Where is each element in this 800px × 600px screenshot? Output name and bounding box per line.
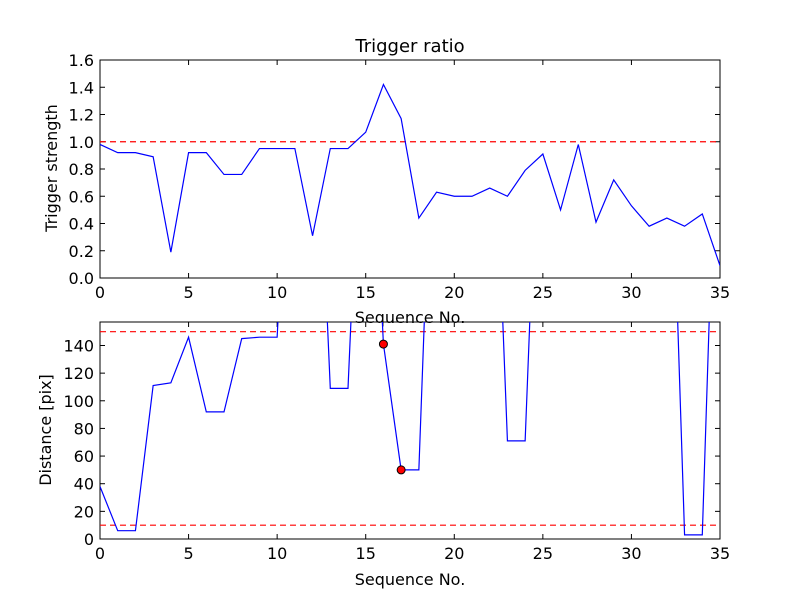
y-tick-label: 140 xyxy=(63,336,94,355)
x-tick-label: 5 xyxy=(183,544,193,563)
y-tick-label: 60 xyxy=(74,447,94,466)
x-tick-label: 30 xyxy=(621,283,641,302)
y-axis-label: Trigger strength xyxy=(42,104,61,233)
y-tick-label: 0.6 xyxy=(69,187,94,206)
y-tick-label: 80 xyxy=(74,419,94,438)
x-tick-label: 5 xyxy=(183,283,193,302)
data-group xyxy=(100,83,720,266)
y-tick-label: 1.2 xyxy=(69,106,94,125)
x-tick-label: 20 xyxy=(444,283,464,302)
y-tick-label: 1.6 xyxy=(69,51,94,70)
series-line xyxy=(100,322,710,536)
plot-area xyxy=(100,322,720,536)
chart-title: Trigger ratio xyxy=(354,36,464,57)
x-tick-label: 10 xyxy=(267,283,287,302)
x-tick-label: 20 xyxy=(444,544,464,563)
x-tick-label: 0 xyxy=(95,544,105,563)
x-axis-label: Sequence No. xyxy=(355,308,466,327)
data-marker xyxy=(378,339,388,349)
y-tick-label: 1.0 xyxy=(69,133,94,152)
y-tick-label: 0 xyxy=(84,530,94,549)
y-tick-label: 0.2 xyxy=(69,242,94,261)
plot-area xyxy=(100,83,720,266)
x-axis-label: Sequence No. xyxy=(355,570,466,589)
y-tick-label: 40 xyxy=(74,475,94,494)
plot-frame xyxy=(99,321,721,540)
x-tick-label: 25 xyxy=(533,283,553,302)
x-tick-label: 35 xyxy=(710,544,730,563)
x-tick-label: 0 xyxy=(95,283,105,302)
data-marker xyxy=(396,465,406,475)
y-tick-label: 0.8 xyxy=(69,160,94,179)
trigger-ratio-plot: Trigger ratio Trigger strength Sequence … xyxy=(42,36,730,327)
x-tick-label: 15 xyxy=(356,283,376,302)
y-axis-label: Distance [pix] xyxy=(36,374,55,486)
x-tick-label: 15 xyxy=(356,544,376,563)
y-tick-label: 0.0 xyxy=(69,269,94,288)
tick-group: 0 5 10 15 20 25 30 35 0 20 40 60 80 100 120 140 xyxy=(63,321,730,563)
y-tick-label: 120 xyxy=(63,364,94,383)
y-tick-label: 0.4 xyxy=(69,215,94,234)
x-tick-label: 30 xyxy=(621,544,641,563)
x-tick-label: 25 xyxy=(533,544,553,563)
y-tick-label: 20 xyxy=(74,502,94,521)
x-tick-label: 35 xyxy=(710,283,730,302)
data-group xyxy=(100,322,720,536)
y-tick-label: 100 xyxy=(63,392,94,411)
y-tick-label: 1.4 xyxy=(69,78,94,97)
series-line xyxy=(100,83,720,266)
x-tick-label: 10 xyxy=(267,544,287,563)
tick-group: 0 5 10 15 20 25 30 35 0.0 0.2 0.4 0.6 0.8 1.0 1.2 1.4 1.… xyxy=(69,51,731,302)
distance-plot: Distance [pix] Sequence No. 0 5 10 15 20 25 30… xyxy=(36,321,730,589)
